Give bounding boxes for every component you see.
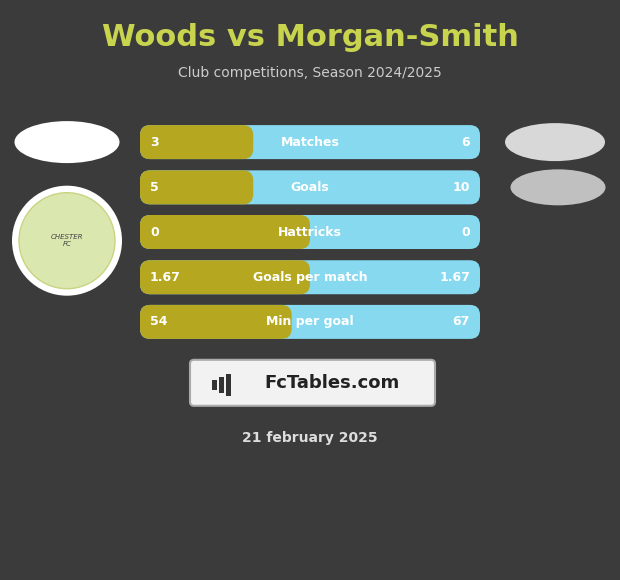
Text: Matches: Matches bbox=[281, 136, 339, 148]
Text: FcTables.com: FcTables.com bbox=[265, 374, 400, 392]
FancyBboxPatch shape bbox=[140, 260, 310, 294]
Text: 0: 0 bbox=[461, 226, 470, 238]
Text: 21 february 2025: 21 february 2025 bbox=[242, 431, 378, 445]
Ellipse shape bbox=[510, 169, 606, 205]
FancyBboxPatch shape bbox=[140, 171, 253, 204]
Text: 6: 6 bbox=[461, 136, 470, 148]
Text: 10: 10 bbox=[453, 181, 470, 194]
Ellipse shape bbox=[14, 121, 120, 163]
Text: 54: 54 bbox=[150, 316, 167, 328]
Ellipse shape bbox=[505, 123, 605, 161]
FancyBboxPatch shape bbox=[140, 305, 480, 339]
FancyBboxPatch shape bbox=[140, 125, 480, 159]
Text: Min per goal: Min per goal bbox=[266, 316, 354, 328]
Text: Woods vs Morgan-Smith: Woods vs Morgan-Smith bbox=[102, 23, 518, 52]
Circle shape bbox=[19, 193, 115, 289]
Text: 1.67: 1.67 bbox=[439, 271, 470, 284]
Text: 1.67: 1.67 bbox=[150, 271, 181, 284]
FancyBboxPatch shape bbox=[140, 305, 291, 339]
FancyBboxPatch shape bbox=[140, 260, 480, 294]
Text: Club competitions, Season 2024/2025: Club competitions, Season 2024/2025 bbox=[178, 66, 442, 80]
Text: Goals per match: Goals per match bbox=[253, 271, 367, 284]
FancyBboxPatch shape bbox=[190, 360, 435, 406]
Bar bbox=[212, 380, 217, 390]
Text: 67: 67 bbox=[453, 316, 470, 328]
Text: 5: 5 bbox=[150, 181, 159, 194]
FancyBboxPatch shape bbox=[140, 215, 310, 249]
Text: Hattricks: Hattricks bbox=[278, 226, 342, 238]
FancyBboxPatch shape bbox=[140, 215, 480, 249]
Text: 0: 0 bbox=[150, 226, 159, 238]
FancyBboxPatch shape bbox=[140, 125, 253, 159]
Bar bbox=[219, 377, 224, 393]
Circle shape bbox=[12, 186, 122, 296]
FancyBboxPatch shape bbox=[140, 171, 480, 204]
Text: CHESTER
FC: CHESTER FC bbox=[51, 234, 83, 247]
Text: Goals: Goals bbox=[291, 181, 329, 194]
Bar bbox=[226, 374, 231, 396]
Text: 3: 3 bbox=[150, 136, 159, 148]
